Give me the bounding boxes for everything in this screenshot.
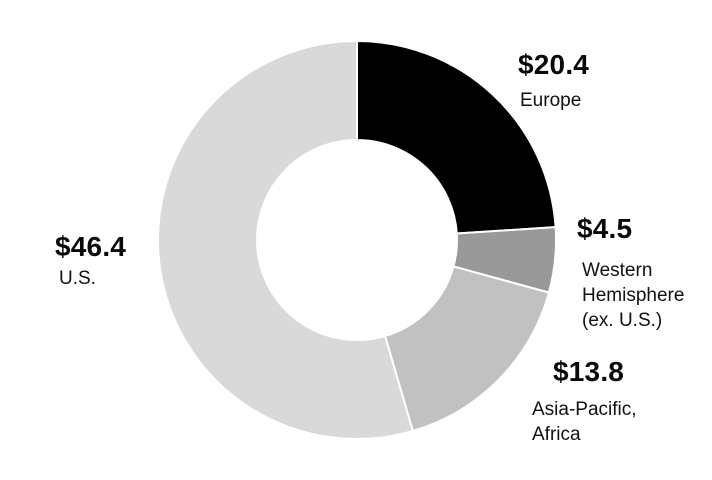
callout-western-hemisphere-label: Western Hemisphere (ex. U.S.) xyxy=(582,260,685,331)
callout-europe-value: $20.4 xyxy=(518,49,590,80)
callout-us-value: $46.4 xyxy=(55,231,127,262)
callout-asia-pacific-africa-label: Asia-Pacific, Africa xyxy=(532,399,637,445)
callout-europe-label: Europe xyxy=(520,90,582,111)
callout-europe: $20.4 Europe xyxy=(518,48,589,113)
callout-asia-pacific-africa-value: $13.8 xyxy=(553,356,625,387)
callout-asia-pacific-africa: $13.8 Asia-Pacific, Africa xyxy=(532,355,684,447)
callout-western-hemisphere-value: $4.5 xyxy=(577,213,633,244)
donut-segment-us xyxy=(157,40,414,440)
donut-segment-asia-pacific-africa xyxy=(384,265,550,433)
callout-us: $46.4 U.S. xyxy=(55,230,126,291)
callout-western-hemisphere: $4.5 Western Hemisphere (ex. U.S.) xyxy=(577,212,709,333)
callout-us-label: U.S. xyxy=(59,268,96,289)
donut-segment-europe xyxy=(356,40,557,235)
